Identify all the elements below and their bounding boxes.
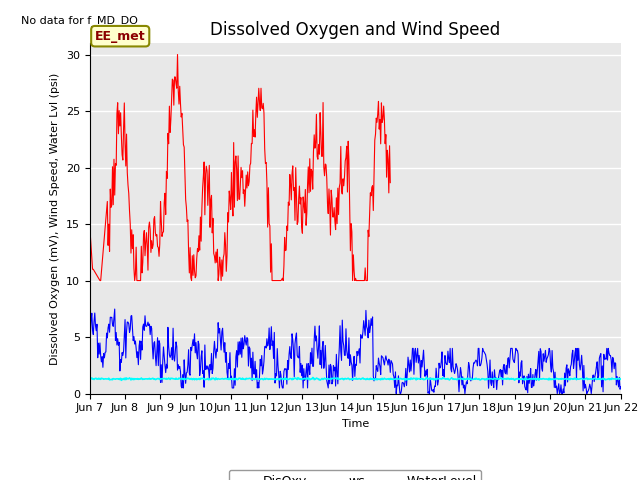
DisOxy — [150, 216, 157, 222]
WaterLevel — [95, 376, 103, 382]
Line: ws: ws — [90, 309, 621, 394]
WaterLevel — [436, 376, 444, 382]
Title: Dissolved Oxygen and Wind Speed: Dissolved Oxygen and Wind Speed — [210, 21, 500, 39]
ws — [392, 391, 400, 396]
ws — [111, 306, 118, 312]
DisOxy — [204, 203, 212, 208]
WaterLevel — [420, 377, 428, 383]
ws — [151, 339, 159, 345]
ws — [233, 348, 241, 354]
ws — [86, 328, 93, 334]
Line: DisOxy: DisOxy — [90, 55, 390, 281]
ws — [617, 384, 625, 390]
WaterLevel — [617, 376, 625, 382]
Y-axis label: Dissolved Oxygen (mV), Wind Speed, Water Lvl (psi): Dissolved Oxygen (mV), Wind Speed, Water… — [50, 72, 60, 364]
ws — [421, 373, 429, 379]
Text: EE_met: EE_met — [95, 30, 145, 43]
Legend: DisOxy, ws, WaterLevel: DisOxy, ws, WaterLevel — [229, 470, 481, 480]
ws — [95, 351, 103, 357]
Line: WaterLevel: WaterLevel — [90, 377, 621, 380]
DisOxy — [95, 276, 103, 282]
WaterLevel — [118, 377, 125, 383]
WaterLevel — [233, 376, 241, 382]
WaterLevel — [86, 376, 93, 382]
WaterLevel — [422, 374, 430, 380]
WaterLevel — [151, 376, 159, 382]
DisOxy — [232, 153, 240, 159]
ws — [436, 364, 444, 370]
DisOxy — [86, 221, 93, 227]
Text: No data for f_MD_DO: No data for f_MD_DO — [20, 15, 138, 26]
ws — [205, 366, 212, 372]
WaterLevel — [205, 377, 212, 383]
X-axis label: Time: Time — [342, 419, 369, 429]
